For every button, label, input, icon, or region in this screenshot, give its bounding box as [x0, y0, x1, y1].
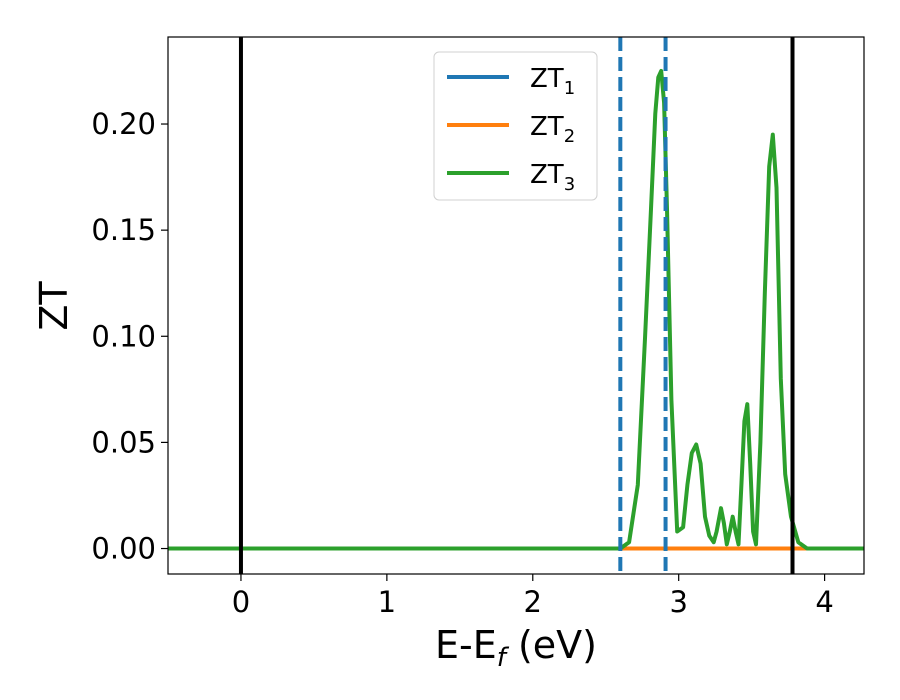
x-axis: 0 1 2 3 4 [232, 574, 834, 619]
series-line-zt3 [168, 69, 864, 551]
y-tick-label: 0.05 [91, 425, 156, 459]
y-tick-label: 0.00 [91, 532, 156, 566]
x-tick-label: 3 [669, 585, 687, 619]
legend: ZT1 ZT2 ZT3 [433, 51, 598, 201]
x-tick-label: 2 [524, 585, 542, 619]
plot-frame [167, 36, 865, 575]
x-tick-label: 1 [378, 585, 396, 619]
x-tick-label: 0 [232, 585, 250, 619]
legend-box [433, 51, 598, 201]
plot-area [168, 37, 864, 574]
y-tick-label: 0.20 [91, 107, 156, 141]
y-tick-label: 0.15 [91, 213, 156, 247]
x-axis-label: E-Ef (eV) [435, 623, 597, 673]
legend-label-zt1: ZT1 [530, 64, 575, 99]
legend-label-zt2: ZT2 [530, 112, 575, 147]
x-tick-label: 4 [815, 585, 833, 619]
y-tick-label: 0.10 [91, 319, 156, 353]
legend-label-zt3: ZT3 [530, 160, 575, 195]
y-axis: 0.00 0.05 0.10 0.15 0.20 [91, 107, 168, 566]
y-axis-label: ZT [32, 281, 76, 331]
